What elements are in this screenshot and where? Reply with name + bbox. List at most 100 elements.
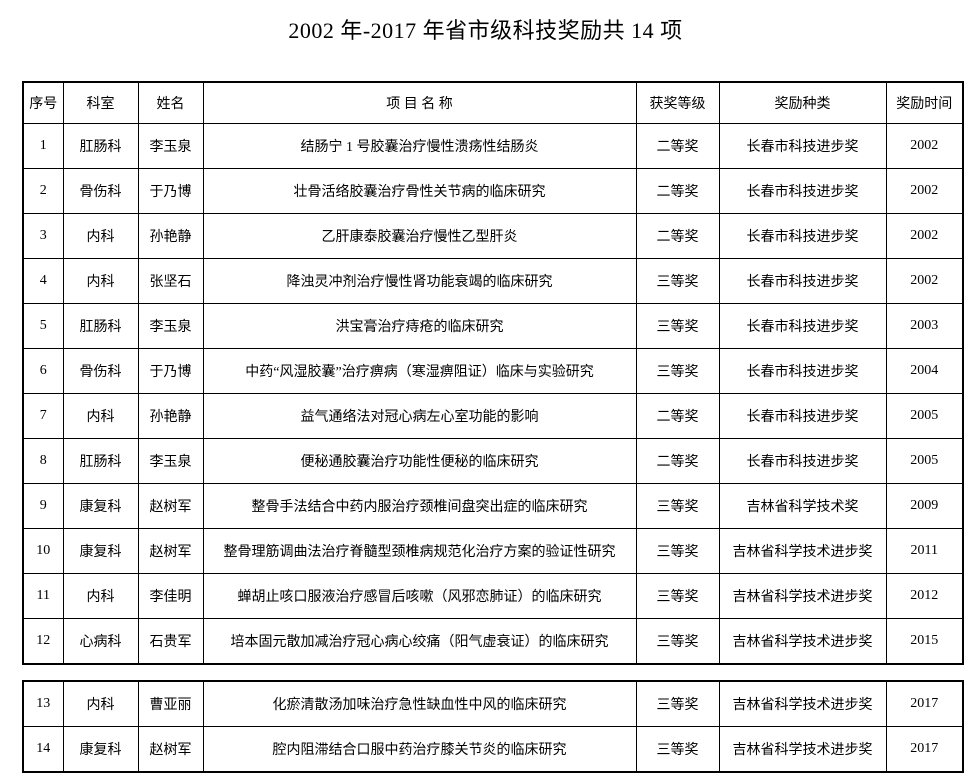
cell-award-year: 2015 — [885, 618, 964, 665]
cell-department: 内科 — [62, 573, 139, 619]
cell-name: 赵树军 — [137, 483, 204, 529]
cell-no: 11 — [22, 573, 64, 619]
cell-name: 张坚石 — [137, 258, 204, 304]
cell-award-type: 长春市科技进步奖 — [718, 258, 887, 304]
cell-no: 3 — [22, 213, 64, 259]
table-row: 13 内科 曹亚丽 化瘀清散汤加味治疗急性缺血性中风的临床研究 三等奖 吉林省科学技术进步… — [22, 680, 964, 727]
cell-award-type: 长春市科技进步奖 — [718, 303, 887, 349]
cell-no: 1 — [22, 123, 64, 169]
cell-award-year: 2009 — [885, 483, 964, 529]
cell-name: 曹亚丽 — [137, 680, 204, 727]
cell-award-type: 长春市科技进步奖 — [718, 213, 887, 259]
cell-award-type: 吉林省科学技术进步奖 — [718, 726, 887, 773]
cell-award-year: 2004 — [885, 348, 964, 394]
table-row: 10 康复科 赵树军 整骨理筋调曲法治疗脊髓型颈椎病规范化治疗方案的验证性研究 三等奖吉… — [22, 528, 964, 574]
cell-department: 肛肠科 — [62, 303, 139, 349]
cell-award-level: 三等奖 — [635, 483, 720, 529]
cell-project: 结肠宁 1 号胶囊治疗慢性溃疡性结肠炎 — [202, 123, 637, 169]
cell-award-level: 二等奖 — [635, 393, 720, 439]
cell-award-level: 三等奖 — [635, 726, 720, 773]
cell-no: 10 — [22, 528, 64, 574]
cell-award-year: 2002 — [885, 123, 964, 169]
cell-award-type: 长春市科技进步奖 — [718, 438, 887, 484]
cell-name: 孙艳静 — [137, 393, 204, 439]
cell-project: 降浊灵冲剂治疗慢性肾功能衰竭的临床研究 — [202, 258, 637, 304]
cell-department: 心病科 — [62, 618, 139, 665]
column-header-award-type: 奖励种类 — [718, 81, 887, 124]
table-row: 12 心病科 石贵军 培本固元散加减治疗冠心病心绞痛（阳气虚衰证）的临床研究 三等奖 吉林… — [22, 618, 964, 665]
cell-project: 蝉胡止咳口服液治疗感冒后咳嗽（风邪恋肺证）的临床研究 — [202, 573, 637, 619]
table-row: 14 康复科 赵树军 腔内阻滞结合口服中药治疗膝关节炎的临床研究 三等奖 吉林省科学技术进… — [22, 726, 964, 773]
cell-award-level: 三等奖 — [635, 680, 720, 727]
cell-award-type: 长春市科技进步奖 — [718, 123, 887, 169]
header-row: 序号 科室 姓名项 目 名 称获奖等级 奖励种类 奖励时间 — [22, 81, 964, 124]
cell-no: 7 — [22, 393, 64, 439]
cell-award-level: 三等奖 — [635, 573, 720, 619]
document-page: 2002 年-2017 年省市级科技奖励共 14 项 序号 科室 姓名项 目 名 称… — [0, 13, 971, 781]
cell-department: 内科 — [62, 213, 139, 259]
cell-award-year: 2002 — [885, 258, 964, 304]
cell-department: 内科 — [62, 258, 139, 304]
cell-award-level: 二等奖 — [635, 123, 720, 169]
table-row: 8 肛肠科 李玉泉 便秘通胶囊治疗功能性便秘的临床研究 二等奖 长春市科技进步奖 2005 — [22, 438, 964, 484]
cell-award-type: 长春市科技进步奖 — [718, 348, 887, 394]
cell-award-year: 2012 — [885, 573, 964, 619]
cell-project: 整骨理筋调曲法治疗脊髓型颈椎病规范化治疗方案的验证性研究 — [202, 528, 637, 574]
cell-name: 石贵军 — [137, 618, 204, 665]
cell-no: 2 — [22, 168, 64, 214]
cell-project: 化瘀清散汤加味治疗急性缺血性中风的临床研究 — [202, 680, 637, 727]
cell-department: 康复科 — [62, 483, 139, 529]
cell-award-type: 吉林省科学技术进步奖 — [718, 573, 887, 619]
cell-award-year: 2003 — [885, 303, 964, 349]
cell-name: 李佳明 — [137, 573, 204, 619]
table-row: 3 内科 孙艳静 乙肝康泰胶囊治疗慢性乙型肝炎 二等奖 长春市科技进步奖 2002 — [22, 213, 964, 259]
cell-project: 培本固元散加减治疗冠心病心绞痛（阳气虚衰证）的临床研究 — [202, 618, 637, 665]
column-header-department: 科室 — [62, 81, 139, 124]
awards-table-continued: 13 内科 曹亚丽 化瘀清散汤加味治疗急性缺血性中风的临床研究 三等奖 吉林省科学技术进步… — [22, 680, 964, 773]
cell-no: 13 — [22, 680, 64, 727]
cell-award-level: 三等奖 — [635, 348, 720, 394]
table-row: 2 骨伤科 于乃博 壮骨活络胶囊治疗骨性关节病的临床研究 二等奖 长春市科技进步奖 2002 — [22, 168, 964, 214]
cell-project: 中药“风湿胶囊”治疗痹病（寒湿痹阻证）临床与实验研究 — [202, 348, 637, 394]
cell-project: 益气通络法对冠心病左心室功能的影响 — [202, 393, 637, 439]
cell-award-type: 长春市科技进步奖 — [718, 393, 887, 439]
cell-award-type: 吉林省科学技术奖 — [718, 483, 887, 529]
table-row: 4 内科 张坚石 降浊灵冲剂治疗慢性肾功能衰竭的临床研究 三等奖 长春市科技进步奖 2002 — [22, 258, 964, 304]
cell-project: 壮骨活络胶囊治疗骨性关节病的临床研究 — [202, 168, 637, 214]
cell-no: 14 — [22, 726, 64, 773]
awards-table-main: 序号 科室 姓名项 目 名 称获奖等级 奖励种类 奖励时间 1 肛肠科 李玉泉 结肠宁 1 号… — [22, 81, 964, 665]
cell-department: 骨伤科 — [62, 168, 139, 214]
cell-award-type: 吉林省科学技术进步奖 — [718, 528, 887, 574]
cell-award-type: 吉林省科学技术进步奖 — [718, 680, 887, 727]
cell-name: 李玉泉 — [137, 438, 204, 484]
cell-award-level: 三等奖 — [635, 618, 720, 665]
cell-name: 赵树军 — [137, 528, 204, 574]
cell-no: 9 — [22, 483, 64, 529]
cell-name: 于乃博 — [137, 168, 204, 214]
cell-award-year: 2002 — [885, 213, 964, 259]
cell-department: 内科 — [62, 680, 139, 727]
cell-name: 孙艳静 — [137, 213, 204, 259]
cell-department: 内科 — [62, 393, 139, 439]
cell-project: 乙肝康泰胶囊治疗慢性乙型肝炎 — [202, 213, 637, 259]
column-header-no: 序号 — [22, 81, 64, 124]
cell-award-level: 三等奖 — [635, 528, 720, 574]
cell-name: 李玉泉 — [137, 303, 204, 349]
cell-department: 康复科 — [62, 528, 139, 574]
cell-award-type: 吉林省科学技术进步奖 — [718, 618, 887, 665]
cell-department: 康复科 — [62, 726, 139, 773]
cell-award-level: 二等奖 — [635, 168, 720, 214]
cell-department: 骨伤科 — [62, 348, 139, 394]
cell-award-year: 2017 — [885, 680, 964, 727]
cell-project: 洪宝膏治疗痔疮的临床研究 — [202, 303, 637, 349]
table-row: 11 内科 李佳明 蝉胡止咳口服液治疗感冒后咳嗽（风邪恋肺证）的临床研究 三等奖 吉林省科… — [22, 573, 964, 619]
cell-no: 8 — [22, 438, 64, 484]
cell-award-level: 三等奖 — [635, 303, 720, 349]
cell-award-level: 二等奖 — [635, 213, 720, 259]
cell-award-year: 2011 — [885, 528, 964, 574]
column-header-name: 姓名 — [137, 81, 204, 124]
column-header-award-year: 奖励时间 — [885, 81, 964, 124]
cell-no: 12 — [22, 618, 64, 665]
page-title: 2002 年-2017 年省市级科技奖励共 14 项 — [288, 18, 683, 43]
table-row: 5 肛肠科 李玉泉 洪宝膏治疗痔疮的临床研究 三等奖 长春市科技进步奖 2003 — [22, 303, 964, 349]
